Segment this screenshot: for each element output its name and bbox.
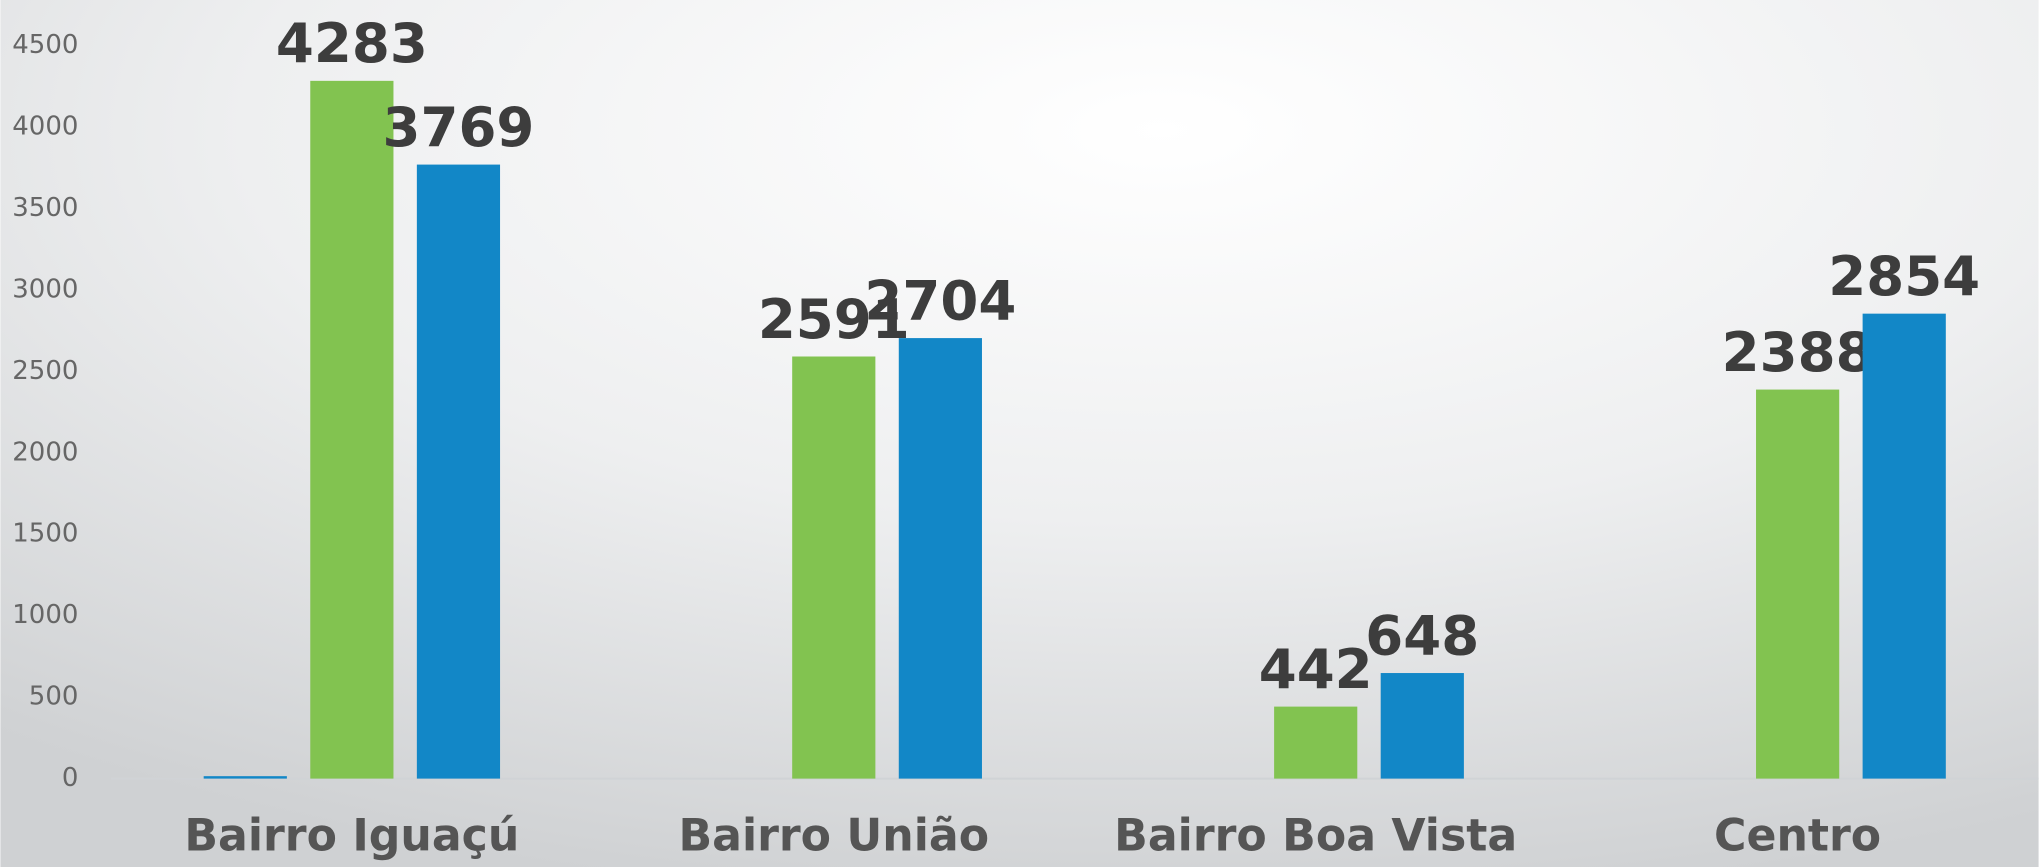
bar xyxy=(792,356,876,779)
bar xyxy=(310,80,394,779)
x-tick-label: Centro xyxy=(1714,810,1881,861)
bar xyxy=(1862,313,1946,779)
y-tick-label: 500 xyxy=(29,682,79,712)
bar xyxy=(1274,706,1358,779)
value-label: 2704 xyxy=(864,268,1016,332)
x-tick-label: Bairro Iguaçú xyxy=(184,810,519,861)
y-tick-label: 2500 xyxy=(12,356,78,386)
value-label: 2388 xyxy=(1722,320,1874,384)
y-tick-label: 3000 xyxy=(12,274,78,304)
value-label: 2854 xyxy=(1828,244,1980,308)
y-tick-label: 4000 xyxy=(12,111,78,141)
x-tick-label: Bairro Boa Vista xyxy=(1114,810,1517,861)
bar xyxy=(1756,389,1840,779)
bar xyxy=(203,776,287,779)
y-tick-label: 4500 xyxy=(12,30,78,60)
value-label: 3769 xyxy=(382,95,534,159)
y-tick-label: 3500 xyxy=(12,193,78,223)
value-label: 4283 xyxy=(276,11,428,75)
y-tick-label: 1500 xyxy=(12,519,78,549)
value-label: 648 xyxy=(1365,603,1479,667)
bar xyxy=(416,164,501,779)
bar xyxy=(1380,673,1464,779)
y-tick-label: 0 xyxy=(62,763,79,793)
value-label: 2591 xyxy=(758,287,910,351)
y-tick-label: 1000 xyxy=(12,600,78,630)
y-tick-label: 2000 xyxy=(12,437,78,467)
bar xyxy=(898,338,982,779)
value-label: 442 xyxy=(1259,637,1373,701)
x-tick-label: Bairro União xyxy=(678,810,989,861)
